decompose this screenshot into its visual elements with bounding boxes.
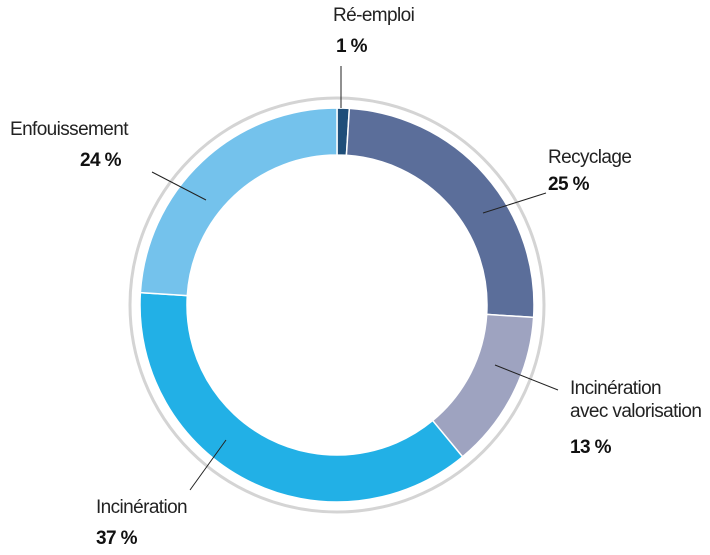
value-label: 24 % <box>80 150 122 171</box>
leader-lines <box>151 66 559 491</box>
category-label: Ré-emploi <box>333 5 415 26</box>
slice <box>139 291 464 503</box>
value-label: 1 % <box>336 36 368 57</box>
category-label: Recyclage <box>548 147 632 168</box>
category-label: Enfouissement <box>10 119 128 140</box>
slice <box>345 107 535 319</box>
leader-line <box>151 171 207 201</box>
leader-line <box>482 192 547 214</box>
slice <box>139 107 338 297</box>
outer-ring <box>128 96 546 514</box>
value-label: 37 % <box>96 528 138 549</box>
leader-line <box>189 439 227 491</box>
leader-line <box>494 364 559 391</box>
value-label: 13 % <box>570 437 612 458</box>
category-label: Incinération <box>96 497 188 518</box>
value-label: 25 % <box>548 174 590 195</box>
slice <box>431 313 535 458</box>
category-label: Incinération avec valorisation <box>570 378 702 422</box>
slices <box>139 107 535 503</box>
